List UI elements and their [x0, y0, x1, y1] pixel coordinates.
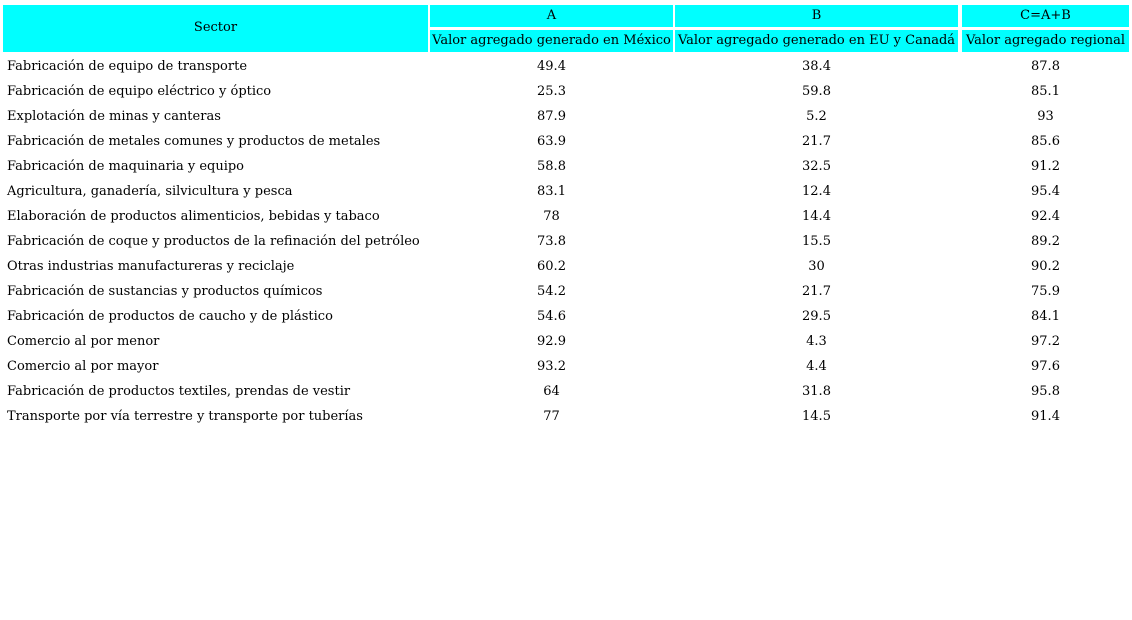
value-cell: 4.3 [806, 334, 827, 349]
value-cell: 85.6 [1031, 134, 1060, 149]
sector-cell: Otras industrias manufactureras y recicl… [7, 259, 295, 274]
value-cell: 12.4 [802, 184, 831, 199]
value-cell: 93 [1037, 109, 1054, 124]
value-cell: 87.9 [537, 109, 566, 124]
value-cell: 97.2 [1031, 334, 1060, 349]
sector-cell: Fabricación de productos textiles, prend… [7, 384, 351, 399]
value-cell: 90.2 [1031, 259, 1060, 274]
value-cell: 4.4 [806, 359, 827, 374]
column-label: Valor agregado generado en México [430, 30, 673, 52]
value-cell: 92.9 [537, 334, 566, 349]
value-cell: 84.1 [1031, 309, 1060, 324]
value-cell: 21.7 [802, 284, 831, 299]
value-cell: 60.2 [537, 259, 566, 274]
value-cell: 5.2 [806, 109, 827, 124]
value-cell: 92.4 [1031, 209, 1060, 224]
value-cell: 32.5 [802, 159, 831, 174]
value-cell: 31.8 [802, 384, 831, 399]
value-cell: 85.1 [1031, 84, 1060, 99]
sector-cell: Fabricación de metales comunes y product… [7, 134, 381, 149]
sector-cell: Elaboración de productos alimenticios, b… [7, 209, 380, 224]
sector-cell: Fabricación de equipo de transporte [7, 59, 248, 74]
column-letter: A [430, 5, 673, 27]
sector-cell: Fabricación de productos de caucho y de … [7, 309, 333, 324]
value-cell: 21.7 [802, 134, 831, 149]
value-cell: 14.4 [802, 209, 831, 224]
sector-cell: Fabricación de sustancias y productos qu… [7, 284, 323, 299]
value-cell: 83.1 [537, 184, 566, 199]
value-cell: 95.4 [1031, 184, 1060, 199]
column-letter: B [675, 5, 958, 27]
sector-cell: Transporte por vía terrestre y transport… [7, 409, 363, 424]
value-cell: 38.4 [802, 59, 831, 74]
value-cell: 73.8 [537, 234, 566, 249]
sector-cell: Fabricación de maquinaria y equipo [7, 159, 245, 174]
value-cell: 77 [543, 409, 560, 424]
value-cell: 89.2 [1031, 234, 1060, 249]
value-cell: 54.6 [537, 309, 566, 324]
value-cell: 59.8 [802, 84, 831, 99]
sector-cell: Comercio al por mayor [7, 359, 159, 374]
sector-cell: Fabricación de equipo eléctrico y óptico [7, 84, 272, 99]
value-cell: 54.2 [537, 284, 566, 299]
value-cell: 78 [543, 209, 560, 224]
value-cell: 64 [543, 384, 560, 399]
value-cell: 30 [808, 259, 825, 274]
sector-cell: Comercio al por menor [7, 334, 160, 349]
value-cell: 93.2 [537, 359, 566, 374]
sector-cell: Agricultura, ganadería, silvicultura y p… [7, 184, 293, 199]
sector-cell: Fabricación de coque y productos de la r… [7, 234, 420, 249]
value-cell: 29.5 [802, 309, 831, 324]
value-cell: 58.8 [537, 159, 566, 174]
value-cell: 97.6 [1031, 359, 1060, 374]
value-cell: 75.9 [1031, 284, 1060, 299]
value-cell: 25.3 [537, 84, 566, 99]
value-cell: 91.4 [1031, 409, 1060, 424]
value-cell: 49.4 [537, 59, 566, 74]
column-letter: C=A+B [962, 5, 1129, 27]
value-cell: 15.5 [802, 234, 831, 249]
value-cell: 91.2 [1031, 159, 1060, 174]
value-cell: 63.9 [537, 134, 566, 149]
value-cell: 95.8 [1031, 384, 1060, 399]
column-label: Valor agregado regional [962, 30, 1129, 52]
header-bg [3, 5, 428, 52]
sector-header: Sector [193, 20, 238, 35]
column-label: Valor agregado generado en EU y Canadá [675, 30, 958, 52]
sector-cell: Explotación de minas y canteras [7, 109, 221, 124]
value-cell: 87.8 [1031, 59, 1060, 74]
value-cell: 14.5 [802, 409, 831, 424]
